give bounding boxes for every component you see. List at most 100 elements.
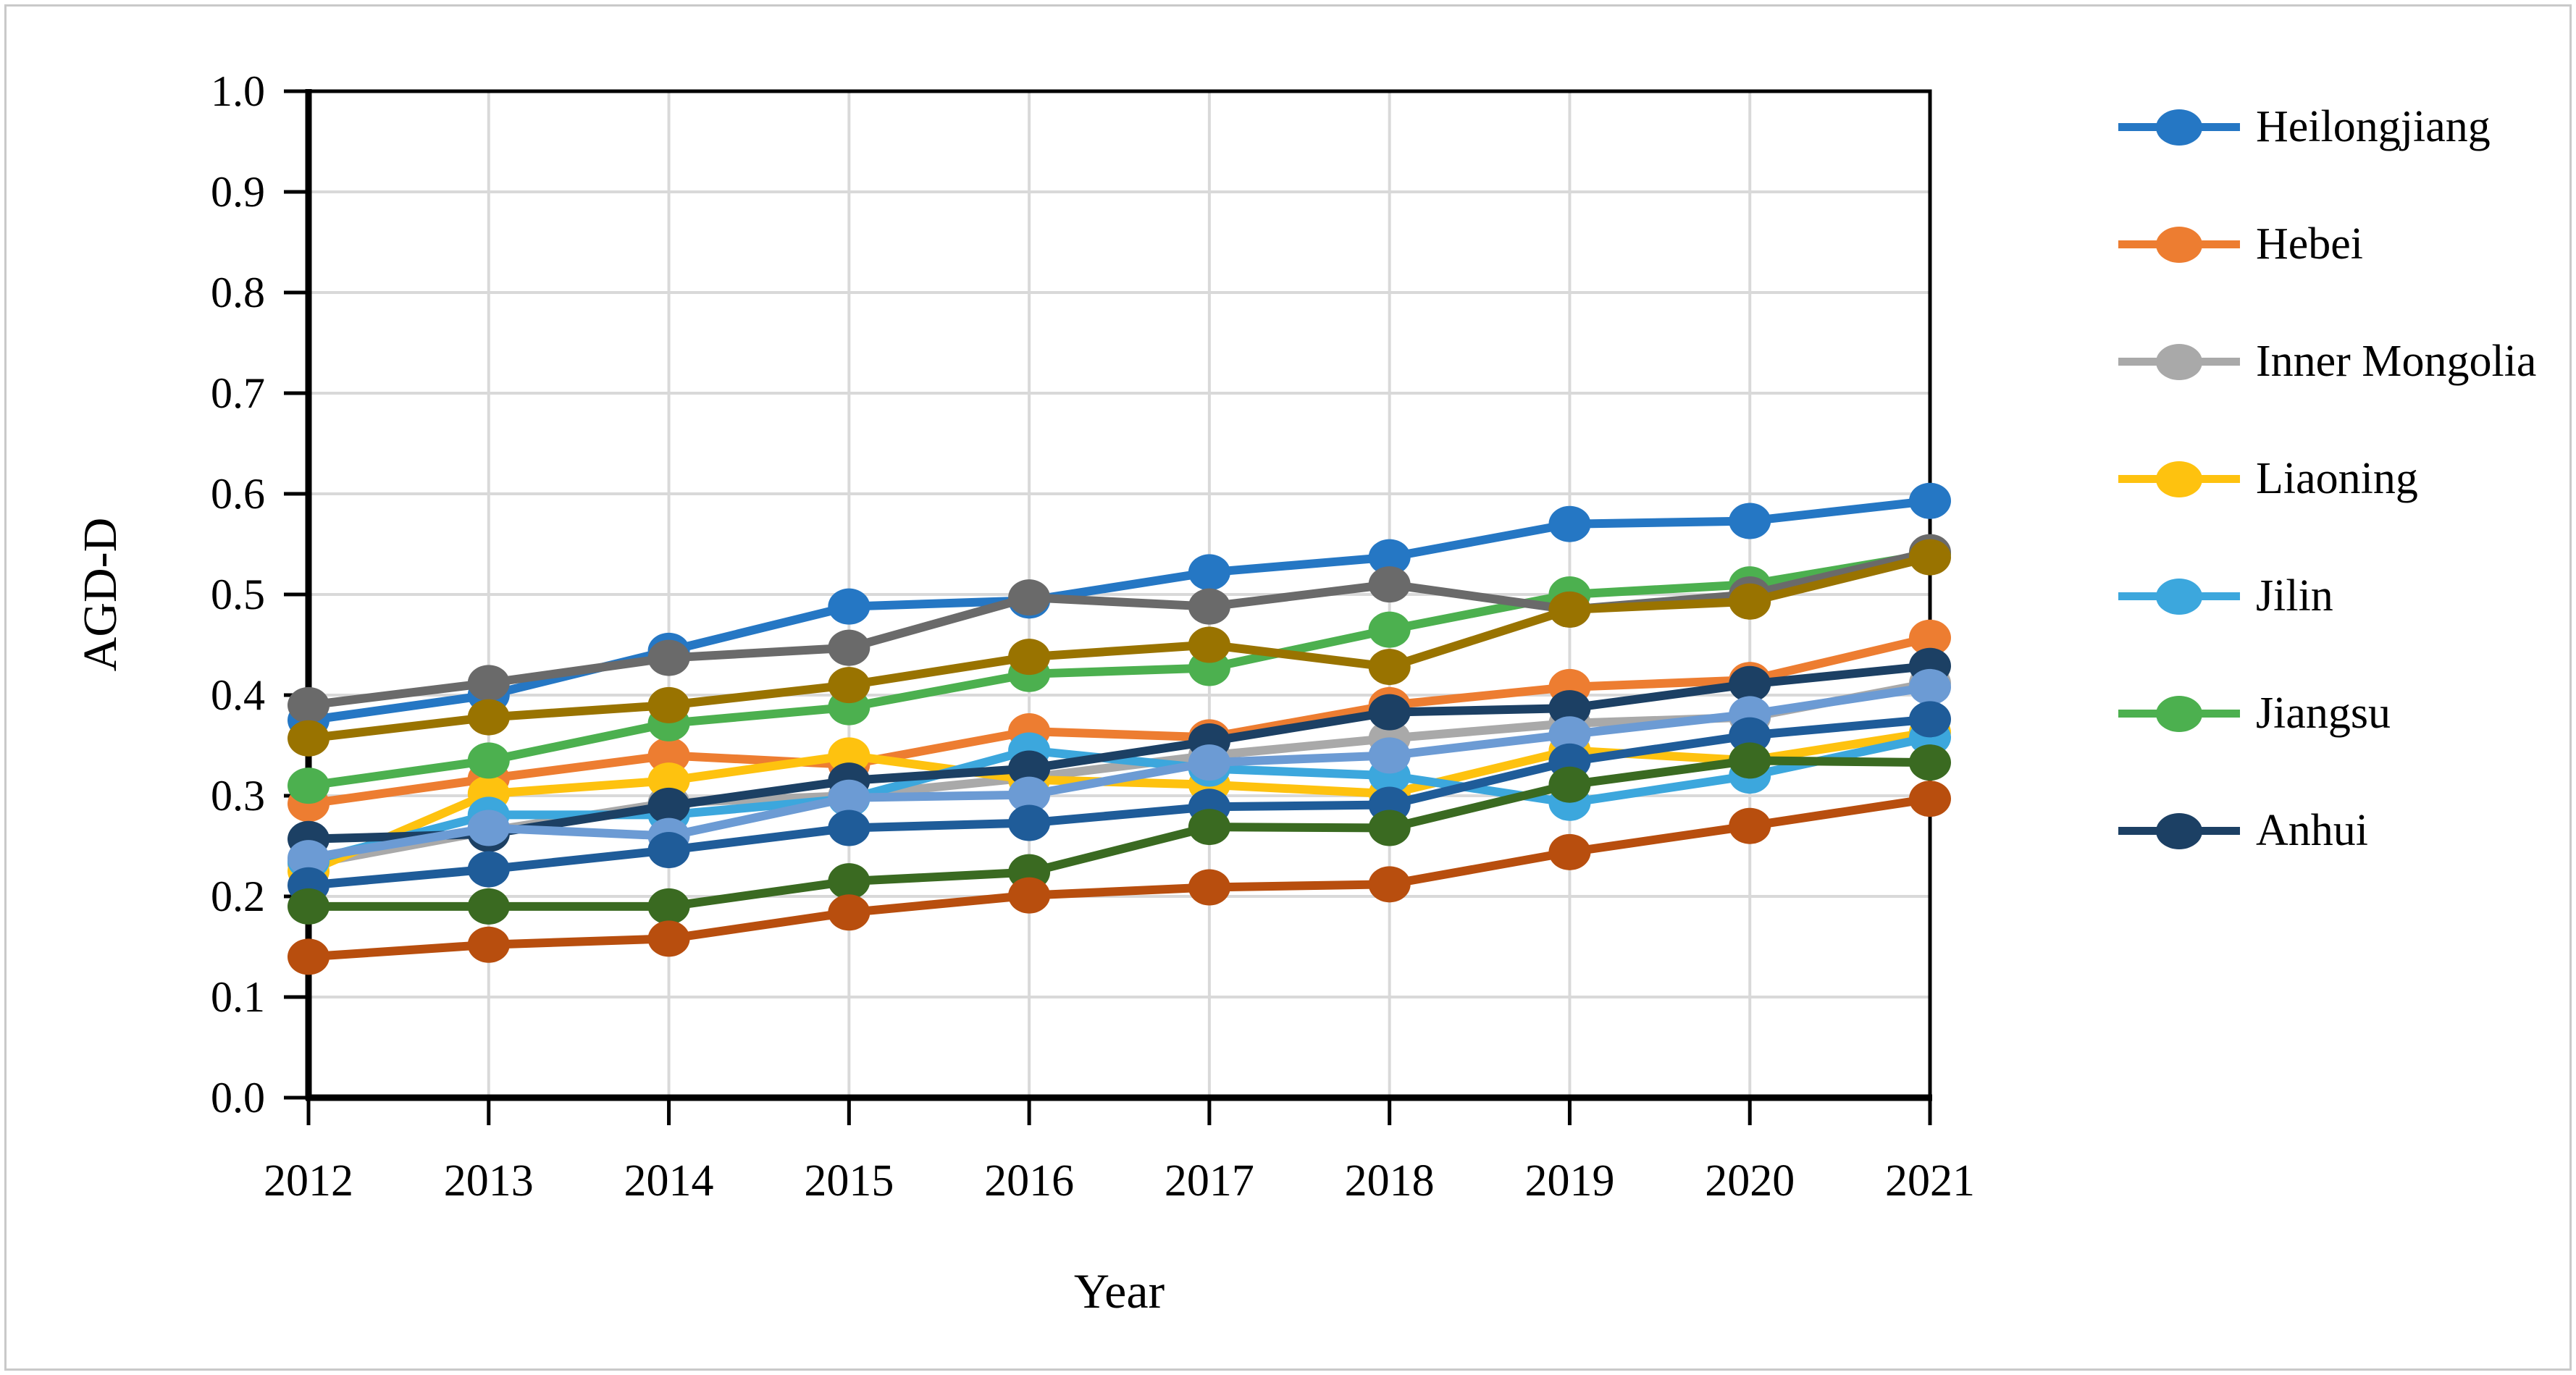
x-tick-label: 2013 [444, 1156, 534, 1206]
x-axis-title: Year [1074, 1263, 1165, 1319]
data-point [288, 938, 330, 975]
y-tick-label: 0.4 [211, 671, 265, 719]
data-point [1729, 583, 1771, 620]
data-point [1368, 566, 1411, 603]
data-point [1368, 737, 1411, 774]
data-point [1368, 694, 1411, 731]
data-point [1548, 591, 1591, 628]
data-point [1008, 579, 1051, 616]
data-point [1729, 742, 1771, 779]
series-line [307, 733, 1931, 866]
data-point [647, 832, 690, 869]
y-tick-label: 0.9 [211, 168, 265, 216]
series-line [308, 682, 1931, 863]
data-point [1909, 744, 1951, 781]
series-unlabeled-brown [288, 781, 1951, 975]
series-unlabeled-dark-gold [288, 539, 1951, 757]
data-point [1548, 505, 1591, 542]
series-heilongjiang [288, 482, 1951, 739]
data-point [1909, 781, 1951, 817]
data-point [828, 629, 870, 666]
data-point [288, 686, 330, 723]
data-point [1008, 776, 1051, 813]
data-point [647, 686, 690, 723]
y-axis-title: AGD-D [74, 518, 127, 672]
x-tick-label: 2014 [624, 1156, 714, 1206]
data-point [1008, 750, 1051, 787]
data-point [1008, 877, 1051, 914]
data-point [1188, 809, 1230, 846]
data-point [1368, 866, 1411, 903]
y-tick-label: 0.5 [211, 571, 265, 618]
data-point [1909, 701, 1951, 738]
data-point [288, 840, 330, 877]
data-point [1909, 668, 1951, 705]
y-tick-label: 0.0 [211, 1074, 265, 1122]
x-tick-labels: 2012 2013 2014 2015 2016 2017 2018 2019 2020 2021 [264, 1156, 1975, 1206]
data-point [1729, 717, 1771, 754]
data-point [1729, 503, 1771, 539]
data-point [1909, 539, 1951, 576]
data-point [1548, 833, 1591, 870]
series-line [308, 496, 1931, 725]
x-tick-label: 2015 [804, 1156, 894, 1206]
data-point [1729, 665, 1771, 702]
data-point [647, 639, 690, 676]
y-tick-label: 1.0 [211, 67, 265, 115]
series-unlabeled-dark-green [288, 742, 1951, 925]
data-point [1729, 807, 1771, 844]
data-point [467, 699, 510, 736]
data-point [647, 737, 690, 774]
data-point [1909, 619, 1951, 656]
data-point [1548, 716, 1591, 753]
data-point [1188, 869, 1230, 906]
data-point [1909, 482, 1951, 519]
x-tick-label: 2018 [1345, 1156, 1435, 1206]
data-point [1548, 690, 1591, 727]
data-point [288, 888, 330, 925]
x-tick-label: 2012 [264, 1156, 353, 1206]
data-point [1188, 588, 1230, 625]
data-point [288, 768, 330, 804]
series-line [308, 794, 1931, 962]
data-point [467, 851, 510, 888]
series-line [308, 633, 1931, 809]
data-point [467, 926, 510, 963]
series-unlabeled-cornflower-blue [288, 668, 1951, 877]
data-point [1188, 554, 1230, 591]
data-point [1188, 744, 1230, 781]
data-point [467, 742, 510, 779]
data-point [1368, 649, 1411, 686]
x-tick-label: 2021 [1885, 1156, 1975, 1206]
x-tick-label: 2020 [1705, 1156, 1795, 1206]
data-point [288, 720, 330, 757]
data-point [1368, 611, 1411, 648]
data-point [828, 588, 870, 625]
y-tick-label: 0.1 [211, 973, 265, 1021]
data-point [828, 894, 870, 931]
series-line [308, 661, 1931, 844]
data-point [1008, 804, 1051, 841]
data-point [828, 667, 870, 704]
data-point [828, 779, 870, 816]
data-point [647, 920, 690, 957]
data-point [647, 762, 690, 799]
data-point [828, 810, 870, 846]
series-line [308, 550, 1931, 791]
data-point [1368, 539, 1411, 576]
data-point [828, 863, 870, 900]
data-point [1548, 766, 1591, 803]
data-point [1008, 639, 1051, 676]
data-point [828, 737, 870, 774]
data-point [647, 888, 690, 925]
y-tick-label: 0.2 [211, 872, 265, 920]
x-tick-label: 2017 [1165, 1156, 1254, 1206]
data-point [1188, 626, 1230, 663]
x-tick-label: 2019 [1524, 1156, 1614, 1206]
y-tick-labels: 0.0 0.1 0.2 0.3 0.4 0.5 0.6 0.7 0.8 0.9 1.0 [211, 67, 265, 1122]
series-line [309, 756, 1931, 911]
x-tick-label: 2016 [984, 1156, 1074, 1206]
series-unlabeled-steel-blue [288, 701, 1951, 904]
